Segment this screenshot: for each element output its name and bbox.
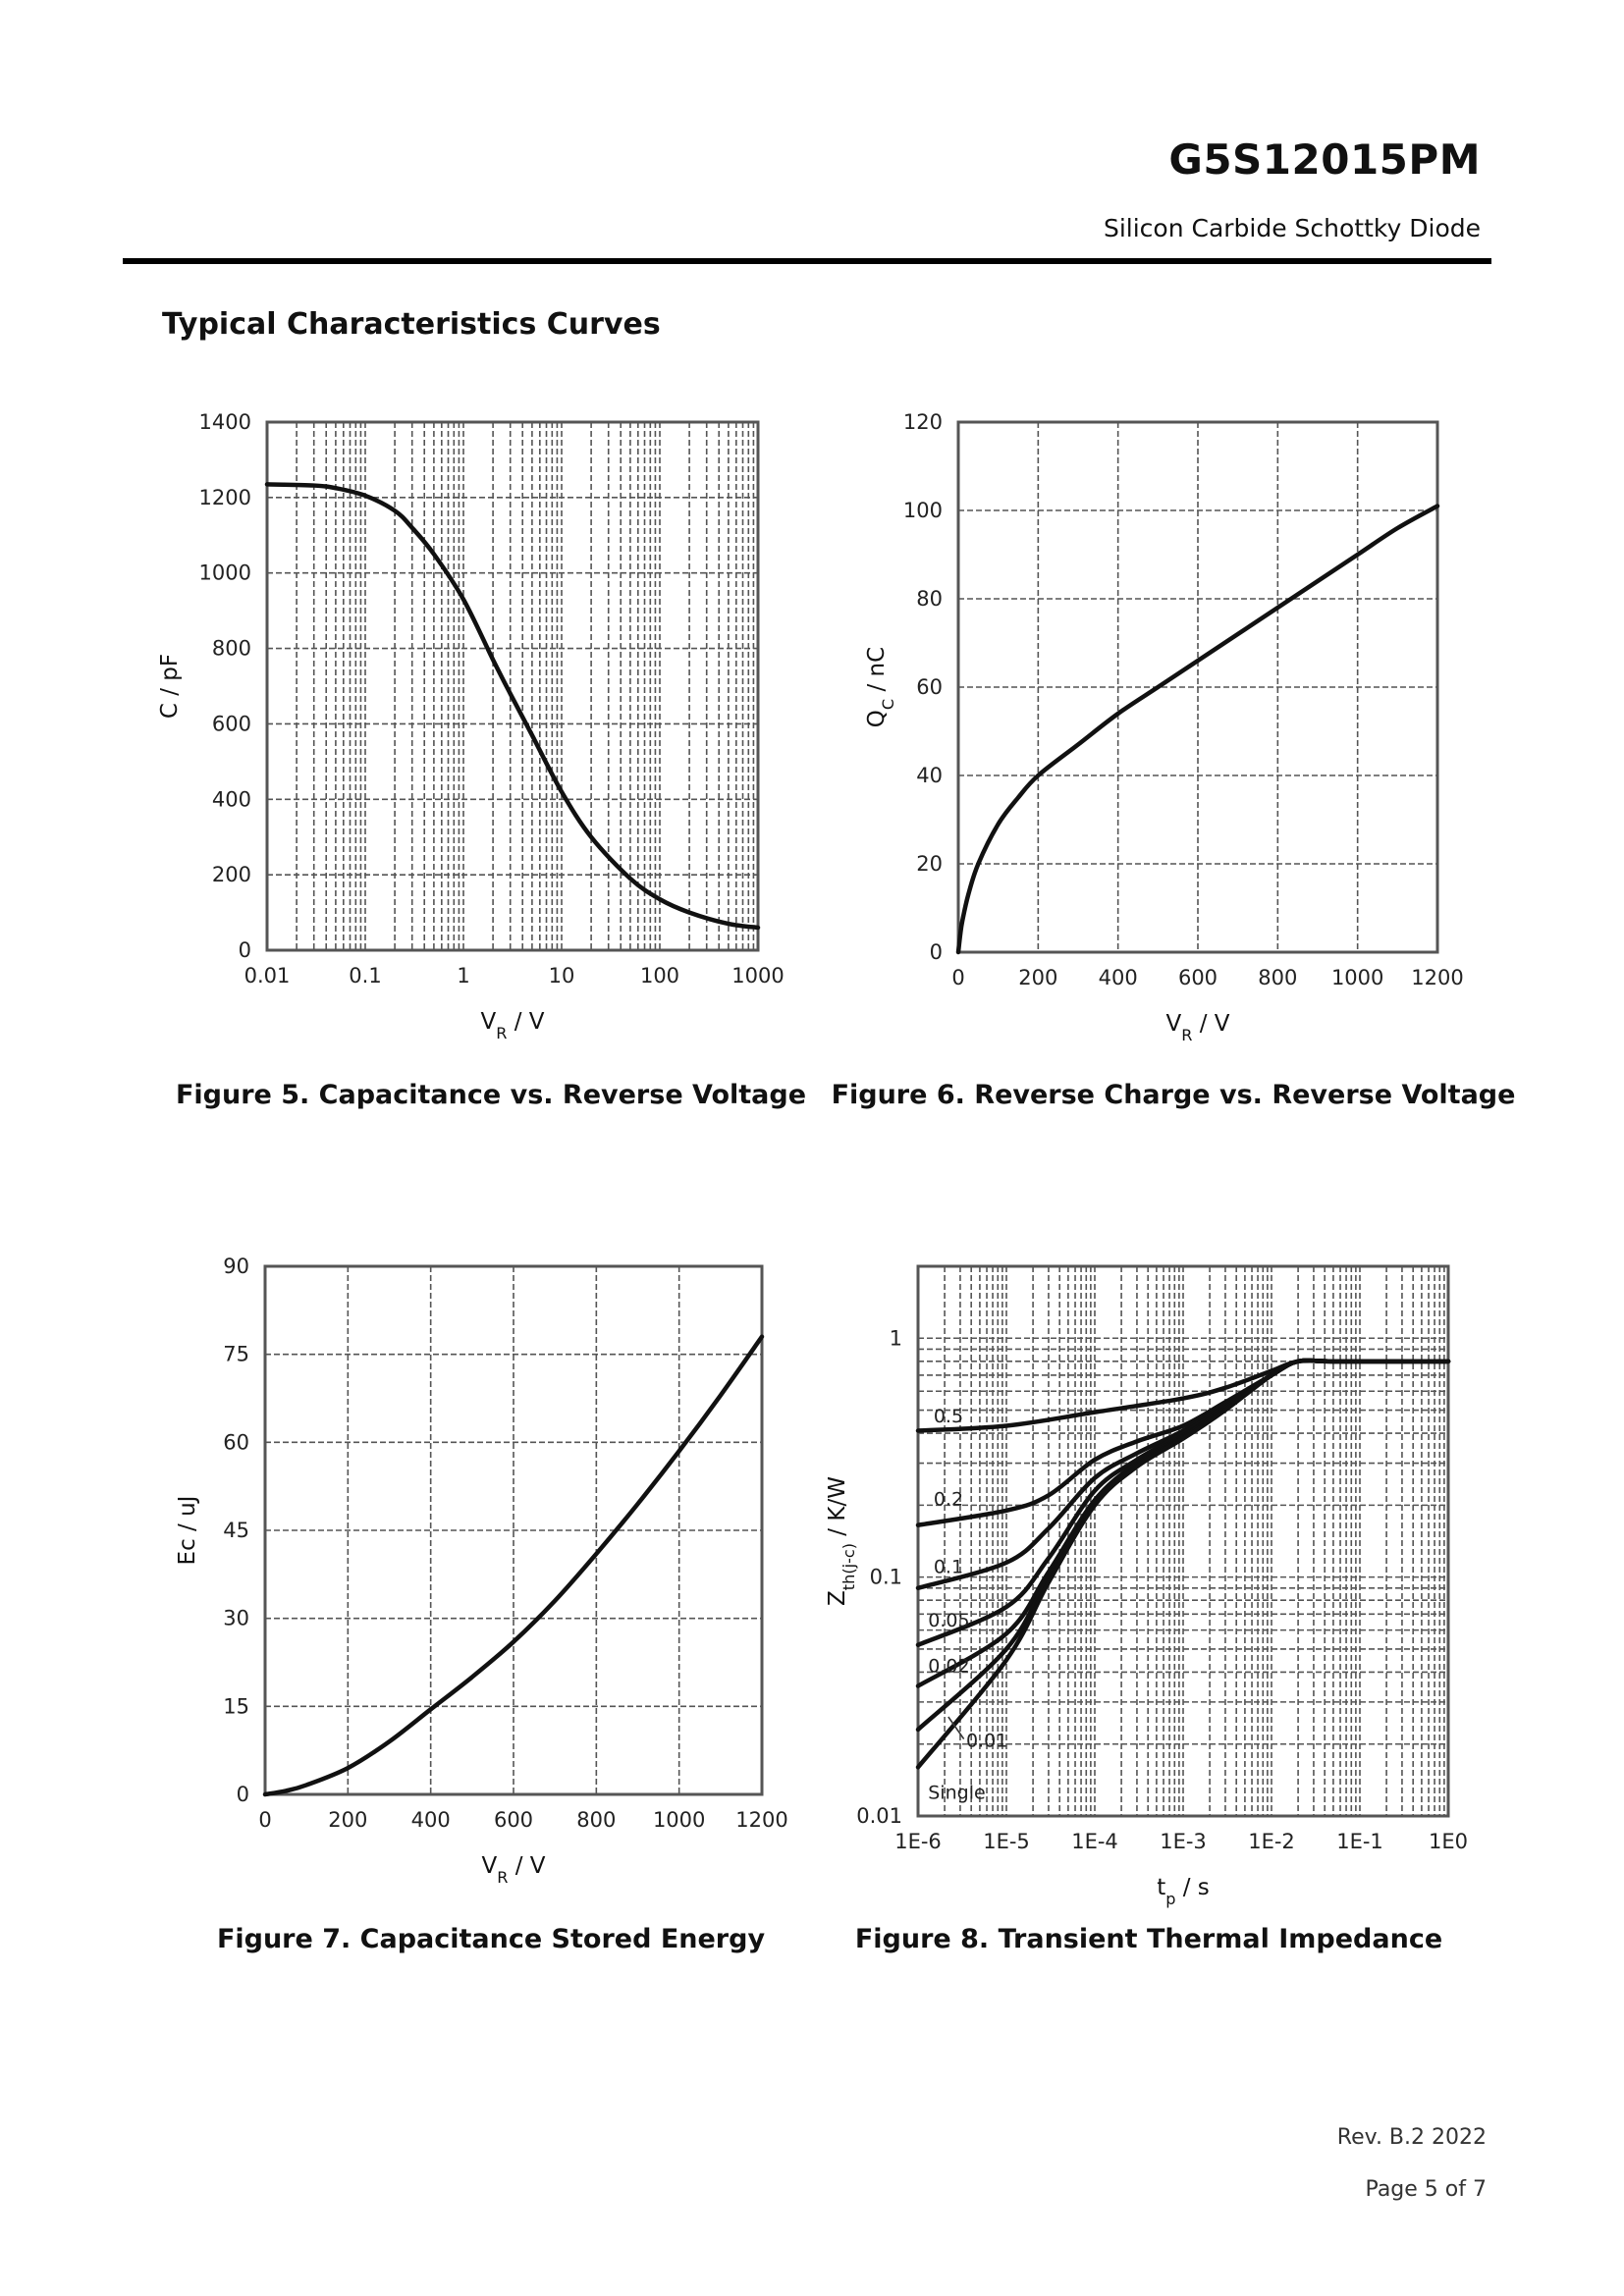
x-tick-label: 600 bbox=[1178, 966, 1218, 989]
x-axis-label: tp / s bbox=[1157, 1875, 1210, 1908]
x-tick-label: 400 bbox=[411, 1808, 451, 1832]
y-tick-label: 15 bbox=[223, 1694, 249, 1718]
chart-thermal-impedance: 1E-6 1E-5 1E-4 1E-3 1E-2 1E-1 1E0 0.01 0.1 1 tp / … bbox=[825, 1264, 1468, 1908]
x-axis-label: VR / V bbox=[480, 1009, 544, 1042]
grid bbox=[957, 421, 1438, 953]
y-tick-label: 1000 bbox=[199, 561, 251, 585]
revision-info: Rev. B.2 2022 bbox=[1336, 2125, 1487, 2150]
curve-label: 0.2 bbox=[934, 1488, 963, 1510]
y-tick-label: 0 bbox=[237, 1783, 249, 1806]
x-tick-label: 800 bbox=[576, 1808, 616, 1832]
x-axis-label: VR / V bbox=[1165, 1011, 1229, 1044]
y-tick-label: 90 bbox=[223, 1255, 249, 1278]
y-tick-label: 30 bbox=[223, 1607, 249, 1630]
y-axis-label: QC / nC bbox=[864, 647, 897, 727]
x-tick-label: 1E-6 bbox=[894, 1830, 942, 1853]
y-tick-label: 0 bbox=[930, 940, 943, 964]
chart-stored-energy: 0 200 400 600 800 1000 1200 0 15 30 45 60 75 90 VR / V… bbox=[175, 1255, 788, 1887]
x-tick-label: 1E-1 bbox=[1336, 1830, 1383, 1853]
y-tick-label: 0 bbox=[239, 938, 251, 962]
y-tick-label: 45 bbox=[223, 1519, 249, 1542]
x-tick-label: 0 bbox=[258, 1808, 271, 1832]
section-title: Typical Characteristics Curves bbox=[162, 307, 661, 342]
plot-frame bbox=[916, 1264, 1450, 1818]
header-divider bbox=[123, 258, 1491, 264]
caption-figure-5: Figure 5. Capacitance vs. Reverse Voltag… bbox=[175, 1080, 807, 1110]
y-tick-label: 1 bbox=[890, 1326, 902, 1350]
x-tick-label: 1200 bbox=[1411, 966, 1463, 989]
x-tick-label: 100 bbox=[640, 964, 679, 988]
y-tick-label: 0.1 bbox=[870, 1566, 902, 1589]
x-tick-label: 1E-2 bbox=[1248, 1830, 1295, 1853]
x-tick-label: 600 bbox=[494, 1808, 533, 1832]
curve-label: 0.05 bbox=[928, 1610, 969, 1631]
page-number: Page 5 of 7 bbox=[1365, 2177, 1487, 2202]
chart-reverse-charge-vs-voltage: 0 200 400 600 800 1000 1200 0 20 40 60 80 100 120 VR /… bbox=[864, 410, 1464, 1044]
y-tick-label: 0.01 bbox=[856, 1804, 902, 1828]
plot-frame bbox=[956, 420, 1439, 954]
y-tick-label: 40 bbox=[916, 764, 943, 787]
grid bbox=[264, 1265, 763, 1795]
y-tick-label: 800 bbox=[212, 637, 251, 661]
part-number: G5S12015PM bbox=[1168, 135, 1481, 184]
x-tick-label: 1E0 bbox=[1429, 1830, 1468, 1853]
x-tick-label: 1E-3 bbox=[1160, 1830, 1207, 1853]
curve-label: 0.02 bbox=[928, 1655, 969, 1677]
x-tick-label: 1200 bbox=[735, 1808, 787, 1832]
y-tick-label: 1200 bbox=[199, 486, 251, 509]
x-tick-label: 1E-5 bbox=[983, 1830, 1030, 1853]
y-tick-label: 60 bbox=[223, 1430, 249, 1454]
curve-label: 0.1 bbox=[934, 1556, 963, 1577]
y-tick-label: 120 bbox=[903, 410, 943, 434]
y-axis-label: Ec / uJ bbox=[175, 1496, 200, 1566]
x-tick-label: 0 bbox=[951, 966, 964, 989]
x-tick-label: 1000 bbox=[653, 1808, 705, 1832]
y-tick-label: 600 bbox=[212, 712, 251, 735]
x-tick-label: 400 bbox=[1099, 966, 1138, 989]
grid bbox=[266, 421, 758, 951]
x-axis-label: VR / V bbox=[481, 1853, 545, 1887]
plot-frame bbox=[263, 1264, 764, 1796]
curve-label: 0.01 bbox=[966, 1730, 1007, 1751]
plot-frame bbox=[265, 420, 760, 952]
x-tick-label: 200 bbox=[328, 1808, 367, 1832]
annotation-leader bbox=[947, 1716, 965, 1740]
curve-label: 0.5 bbox=[934, 1406, 963, 1427]
y-tick-label: 200 bbox=[212, 863, 251, 886]
series-line-c bbox=[264, 482, 761, 931]
part-description: Silicon Carbide Schottky Diode bbox=[1103, 214, 1481, 242]
x-tick-label: 0.1 bbox=[349, 964, 381, 988]
series-line-single bbox=[915, 1358, 1451, 1770]
x-tick-label: 1 bbox=[457, 964, 469, 988]
caption-figure-8: Figure 8. Transient Thermal Impedance bbox=[854, 1924, 1443, 1954]
chart-capacitance-vs-voltage: 0.01 0.1 1 10 100 1000 0 200 400 600 800 1000 1200 14… bbox=[157, 410, 785, 1042]
x-tick-label: 1E-4 bbox=[1071, 1830, 1118, 1853]
y-tick-label: 400 bbox=[212, 787, 251, 811]
y-tick-label: 100 bbox=[903, 499, 943, 522]
x-tick-label: 0.01 bbox=[244, 964, 291, 988]
caption-figure-7: Figure 7. Capacitance Stored Energy bbox=[216, 1924, 766, 1954]
x-tick-label: 1000 bbox=[731, 964, 784, 988]
series-line-qc bbox=[955, 504, 1440, 955]
y-tick-label: 60 bbox=[916, 675, 943, 699]
x-tick-label: 10 bbox=[549, 964, 575, 988]
series-line-ec bbox=[262, 1334, 765, 1797]
y-axis-label: C / pF bbox=[157, 654, 183, 719]
x-tick-label: 200 bbox=[1018, 966, 1057, 989]
y-tick-label: 1400 bbox=[199, 410, 251, 434]
y-tick-label: 75 bbox=[223, 1343, 249, 1366]
y-tick-label: 80 bbox=[916, 587, 943, 611]
caption-figure-6: Figure 6. Reverse Charge vs. Reverse Vol… bbox=[831, 1080, 1516, 1110]
y-tick-label: 20 bbox=[916, 852, 943, 876]
y-axis-label: Zth(j-c) / K/W bbox=[825, 1476, 858, 1606]
x-tick-label: 1000 bbox=[1331, 966, 1383, 989]
x-tick-label: 800 bbox=[1258, 966, 1297, 989]
curve-label: Single bbox=[928, 1783, 985, 1804]
